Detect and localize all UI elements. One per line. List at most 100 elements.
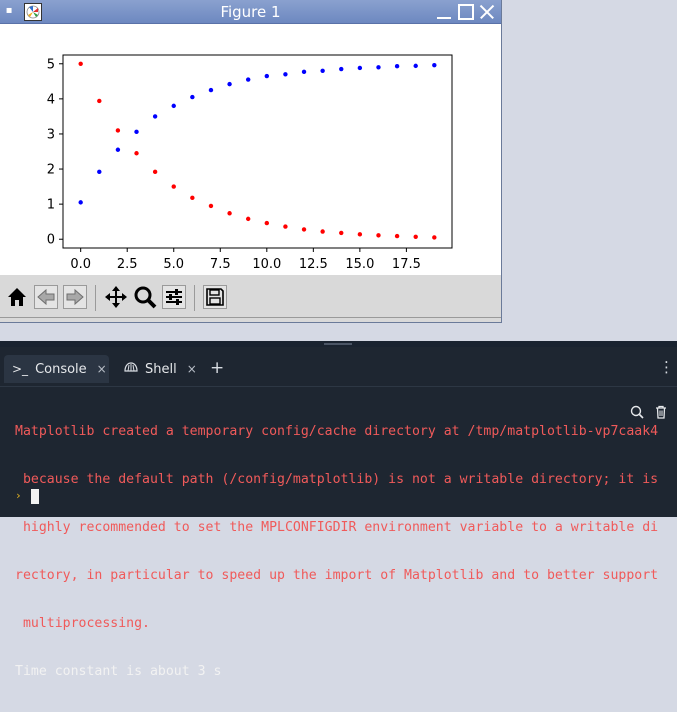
y-axis: 0 1 2 3 4 5 — [47, 57, 63, 248]
x-tick-label: 10.0 — [252, 257, 281, 272]
tab-shell-close-icon[interactable]: × — [186, 362, 197, 376]
data-point-series-1 — [301, 227, 307, 232]
console-output: Matplotlib created a temporary config/ca… — [15, 392, 670, 712]
panel-tabbar: >_ Console × Shell × + ⋮ — [0, 347, 677, 387]
data-point-series-1 — [283, 224, 288, 229]
data-point-series-2 — [227, 81, 232, 87]
home-icon[interactable] — [5, 285, 29, 309]
data-point-series-2 — [320, 68, 325, 73]
stderr-line: because the default path (/config/matplo… — [15, 472, 659, 487]
figure-toolbar — [0, 275, 501, 322]
maximize-icon[interactable] — [458, 4, 474, 20]
data-point-series-2 — [134, 129, 139, 135]
plot-canvas[interactable]: 0 1 2 3 4 5 0.0 2.5 5.0 7.5 10.0 12.5 15.0 17.5 — [0, 24, 501, 275]
toolbar-separator — [95, 285, 96, 311]
data-point-series-1 — [394, 233, 400, 239]
minimize-icon[interactable] — [436, 4, 452, 20]
data-point-series-1 — [413, 234, 418, 239]
save-icon[interactable] — [203, 285, 227, 309]
data-point-series-2 — [283, 72, 288, 77]
y-tick-label: 5 — [47, 57, 55, 72]
data-point-series-2 — [376, 65, 381, 70]
y-tick-label: 3 — [47, 127, 55, 142]
data-point-series-2 — [208, 87, 214, 93]
y-tick-label: 2 — [47, 163, 55, 178]
data-point-series-1 — [320, 229, 325, 234]
stderr-line: multiprocessing. — [15, 616, 150, 631]
data-point-series-1 — [134, 151, 139, 156]
data-point-series-2 — [432, 62, 437, 68]
window-menu-icon[interactable]: ▪ — [5, 5, 13, 16]
data-point-series-1 — [432, 235, 437, 240]
terminal-prompt-icon: >_ — [12, 362, 29, 376]
console-prompt: › — [15, 489, 22, 502]
x-tick-label: 7.5 — [210, 257, 231, 272]
data-point-series-1 — [171, 184, 176, 189]
data-point-series-2 — [97, 169, 102, 175]
plot-axes-frame — [62, 54, 453, 249]
data-point-series-2 — [190, 94, 195, 100]
tab-shell-label: Shell — [145, 361, 177, 377]
x-tick-label: 0.0 — [70, 257, 91, 272]
y-tick-label: 4 — [47, 92, 55, 107]
pan-icon[interactable] — [104, 285, 128, 309]
data-point-series-1 — [339, 230, 344, 236]
trash-icon[interactable] — [655, 404, 667, 423]
stderr-line: rectory, in particular to speed up the i… — [15, 568, 659, 583]
figure-window: ▪ Figure 1 0 1 2 3 4 5 0.0 2.5 5.0 7.5 10.0 12.5 15… — [0, 0, 502, 323]
scatter-points — [78, 61, 437, 240]
x-tick-label: 2.5 — [117, 257, 138, 272]
data-point-series-2 — [413, 63, 418, 69]
shell-icon — [124, 361, 138, 377]
data-point-series-1 — [152, 169, 158, 175]
x-tick-label: 15.0 — [345, 257, 374, 272]
stdout-line: Time constant is about 3 s — [15, 664, 222, 679]
forward-arrow-icon[interactable] — [63, 285, 87, 309]
toolbar-status-strip — [0, 317, 501, 322]
stderr-line: Matplotlib created a temporary config/ca… — [15, 424, 659, 439]
close-icon[interactable] — [479, 4, 495, 20]
data-point-series-1 — [376, 233, 381, 238]
tab-console[interactable]: >_ Console × — [4, 355, 109, 383]
y-tick-label: 1 — [47, 198, 55, 213]
data-point-series-2 — [78, 200, 83, 205]
data-point-series-2 — [152, 114, 158, 119]
panel-splitter[interactable] — [0, 341, 677, 347]
matplotlib-app-icon — [24, 3, 42, 21]
data-point-series-1 — [78, 61, 83, 66]
add-tab-button[interactable]: + — [210, 358, 225, 378]
tab-shell[interactable]: Shell × — [118, 355, 204, 383]
data-point-series-1 — [245, 216, 251, 222]
stderr-line: highly recommended to set the MPLCONFIGD… — [15, 520, 659, 535]
console-panel: >_ Console × Shell × + ⋮ Matplotlib crea… — [0, 347, 677, 679]
console-tools — [624, 401, 672, 425]
y-tick-label: 0 — [47, 233, 55, 248]
window-titlebar[interactable]: ▪ Figure 1 — [0, 0, 501, 24]
back-arrow-icon[interactable] — [34, 285, 58, 309]
console-input-cursor[interactable] — [31, 489, 39, 504]
panel-menu-icon[interactable]: ⋮ — [659, 358, 674, 376]
data-point-series-2 — [357, 65, 363, 71]
data-point-series-1 — [357, 232, 363, 237]
x-tick-label: 17.5 — [392, 257, 421, 272]
data-point-series-2 — [245, 77, 251, 82]
window-title: Figure 1 — [220, 3, 281, 21]
data-point-series-1 — [97, 98, 102, 104]
zoom-icon[interactable] — [133, 285, 157, 309]
x-tick-label: 5.0 — [163, 257, 184, 272]
data-point-series-1 — [208, 203, 214, 209]
x-axis: 0.0 2.5 5.0 7.5 10.0 12.5 15.0 17.5 — [70, 248, 421, 272]
search-icon[interactable] — [630, 404, 644, 423]
tab-console-close-icon[interactable]: × — [96, 362, 107, 376]
configure-subplots-icon[interactable] — [162, 285, 186, 309]
data-point-series-1 — [264, 220, 270, 226]
toolbar-separator — [194, 285, 195, 311]
data-point-series-2 — [301, 69, 307, 75]
tab-console-label: Console — [35, 361, 87, 377]
splitter-grip[interactable] — [324, 343, 352, 345]
data-point-series-1 — [190, 195, 195, 201]
x-tick-label: 12.5 — [299, 257, 328, 272]
data-point-series-2 — [115, 147, 121, 152]
data-point-series-2 — [171, 103, 176, 109]
data-point-series-2 — [264, 73, 270, 79]
